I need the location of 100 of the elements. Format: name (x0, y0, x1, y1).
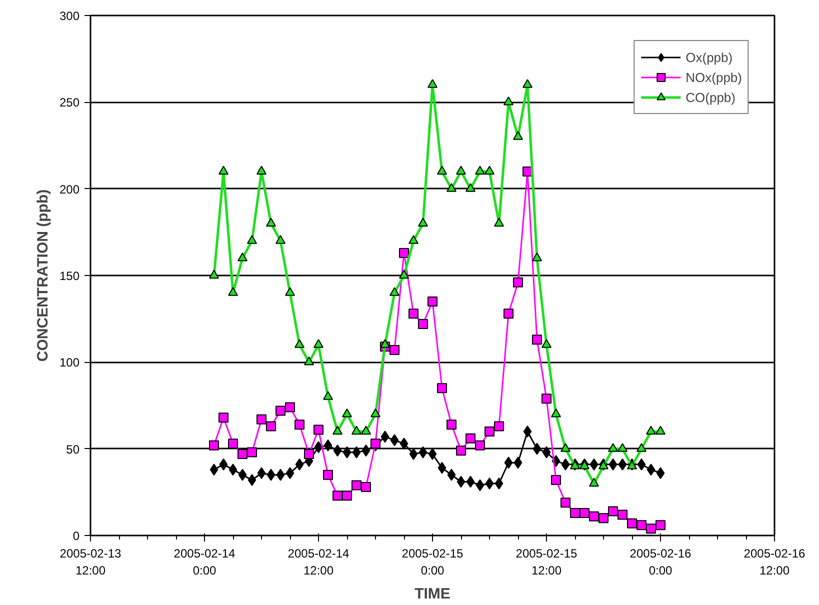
point (446, 183, 456, 192)
point (542, 446, 551, 458)
point (285, 402, 295, 412)
x-tick-label: 2005-02-14 12:00 (288, 546, 350, 578)
point (248, 474, 256, 486)
point (437, 166, 447, 175)
point (484, 166, 494, 175)
point (532, 252, 542, 262)
x-tick-label: 2005-02-15 0:00 (402, 546, 464, 578)
point (380, 430, 390, 443)
point (608, 506, 618, 516)
point (637, 458, 646, 470)
point (324, 439, 332, 452)
point (390, 345, 400, 356)
point (361, 426, 371, 435)
point (266, 468, 276, 481)
point (286, 467, 294, 480)
point (314, 441, 323, 454)
point (370, 408, 380, 418)
point (598, 513, 608, 524)
x-tick-label: 2005-02-15 12:00 (516, 546, 578, 578)
x-tick-label: 2005-02-16 12:00 (744, 546, 806, 578)
point (332, 490, 342, 501)
point (618, 458, 627, 470)
point (218, 166, 228, 175)
point (342, 408, 352, 418)
point (504, 308, 514, 319)
point (447, 468, 456, 481)
legend-label: Ox(ppb) (686, 50, 733, 64)
point (390, 287, 400, 296)
point (504, 96, 514, 106)
point (295, 458, 304, 470)
x-axis-title: TIME (414, 585, 450, 602)
point (314, 339, 324, 348)
point (589, 511, 599, 522)
point (238, 252, 248, 262)
point (656, 426, 666, 435)
point (228, 464, 238, 476)
point (238, 468, 247, 481)
point (456, 166, 466, 175)
point (484, 426, 494, 436)
point (323, 391, 333, 400)
point (361, 482, 371, 492)
point (209, 440, 219, 450)
point (228, 438, 238, 449)
point (418, 218, 428, 227)
point (542, 394, 552, 404)
point (561, 458, 570, 470)
point (522, 79, 532, 88)
point (294, 339, 304, 348)
point (352, 426, 362, 435)
point (494, 421, 504, 432)
point (494, 218, 504, 227)
point (342, 446, 352, 458)
y-tick-label: 150 (59, 269, 80, 283)
y-tick-label: 250 (59, 96, 80, 110)
point (428, 79, 438, 88)
point (333, 444, 342, 457)
point (256, 414, 266, 424)
point (247, 447, 257, 458)
point (276, 406, 286, 416)
point (342, 490, 352, 501)
point (466, 476, 475, 488)
point (590, 458, 598, 470)
point (646, 426, 656, 435)
point (399, 248, 409, 258)
point (352, 446, 361, 458)
point (656, 520, 666, 530)
legend-label: CO(ppb) (686, 90, 736, 104)
y-tick-label: 100 (59, 356, 80, 370)
point (276, 235, 286, 244)
point (428, 296, 438, 306)
point (437, 383, 447, 394)
point (618, 443, 628, 452)
point (266, 421, 276, 432)
point (266, 218, 276, 227)
point (646, 524, 656, 534)
point (256, 166, 266, 175)
point (370, 438, 380, 449)
point (514, 456, 522, 469)
point (475, 440, 485, 450)
point (608, 458, 618, 470)
point (409, 448, 418, 460)
point (466, 183, 476, 192)
point (304, 356, 314, 366)
point (589, 478, 599, 487)
point (542, 339, 552, 348)
point (446, 420, 456, 430)
point (209, 270, 219, 279)
point (466, 433, 476, 444)
point (627, 518, 637, 528)
point (494, 478, 504, 490)
point (314, 424, 324, 435)
point (513, 131, 523, 140)
point (513, 277, 523, 288)
y-axis-title: CONCENTRATION (ppb) (34, 189, 52, 362)
point (228, 287, 238, 296)
point (418, 319, 428, 330)
x-tick-label: 2005-02-14 0:00 (174, 546, 236, 578)
point (608, 443, 618, 452)
